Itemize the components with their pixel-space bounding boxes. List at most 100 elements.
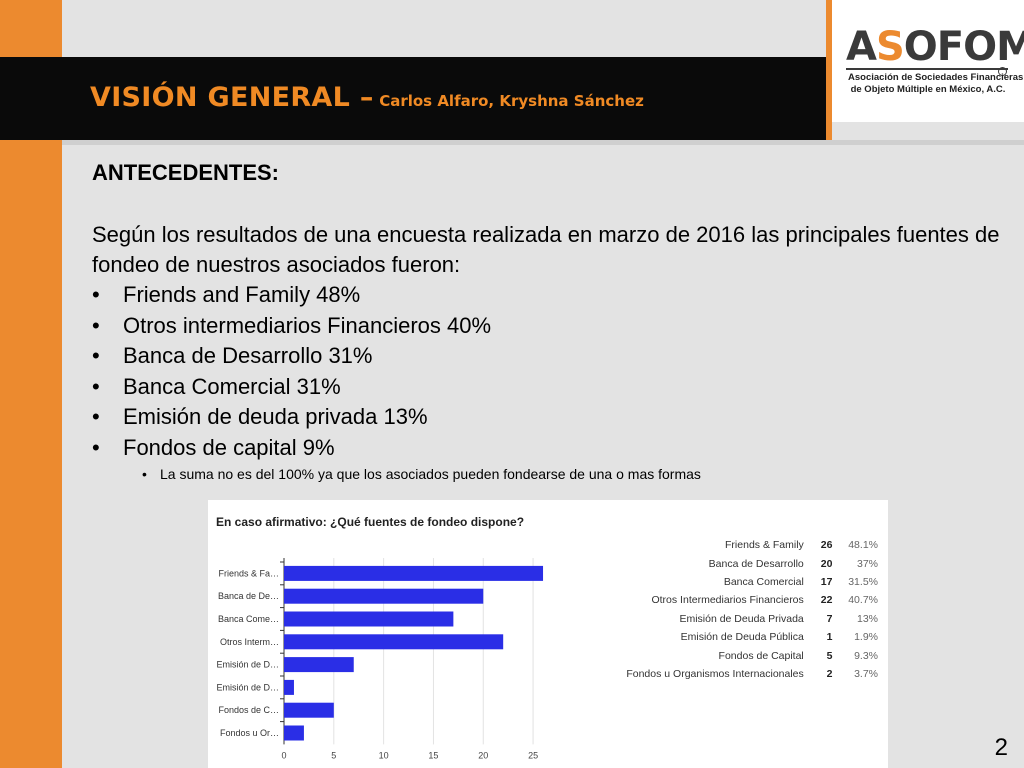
- bullet-icon: •: [92, 282, 100, 307]
- list-item: • Emisión de deuda privada 13%: [92, 402, 1022, 433]
- bar-chart: 0 5 10 15 20 25 Friends & Fa… Banca de De… Banca…: [216, 558, 544, 760]
- legend-percent: 13%: [856, 612, 878, 625]
- table-row: Friends & Family 26 48.1%: [588, 536, 878, 554]
- title-authors: Carlos Alfaro, Kryshna Sánchez: [379, 92, 644, 110]
- bar: [284, 725, 304, 741]
- category-label: Fondos de C…: [218, 705, 279, 715]
- bullet-icon: •: [92, 373, 100, 399]
- legend-label: Fondos u Organismos Internacionales: [626, 667, 804, 680]
- legend-count: 5: [826, 649, 833, 662]
- bar: [284, 588, 484, 604]
- logo-word-rest: OFOM: [903, 24, 1024, 70]
- bullet-icon: •: [92, 312, 100, 338]
- logo-underline: [846, 68, 1008, 70]
- list-item-text: Otros intermediarios Financieros 40%: [123, 312, 492, 338]
- list-item-text: Friends and Family 48%: [123, 282, 361, 307]
- slide-title: VISIÓN GENERAL – Carlos Alfaro, Kryshna …: [90, 82, 644, 113]
- list-item: • Friends and Family 48%: [92, 280, 1022, 311]
- bar: [284, 634, 504, 650]
- list-item: • Otros intermediarios Financieros 40%: [92, 311, 1022, 342]
- list-item: • Fondos de capital 9%: [92, 433, 1022, 464]
- category-label: Banca de De…: [218, 591, 279, 601]
- legend-percent: 3.7%: [854, 667, 878, 680]
- bar: [284, 565, 544, 581]
- title-bar: [0, 57, 828, 140]
- intro-paragraph: Según los resultados de una encuesta rea…: [92, 222, 1000, 277]
- x-tick-label: 25: [528, 750, 538, 760]
- legend-label: Banca Comercial: [723, 575, 804, 588]
- asofom-logo: ASOFOM Asociación de Sociedades Financie…: [832, 0, 1024, 122]
- legend-count: 17: [820, 575, 833, 588]
- bullet-icon: •: [92, 343, 100, 368]
- legend-percent: 40.7%: [848, 594, 878, 607]
- title-main: VISIÓN GENERAL –: [90, 82, 374, 113]
- logo-wordmark: ASOFOM: [846, 24, 1024, 70]
- section-heading: ANTECEDENTES:: [92, 160, 280, 185]
- legend-percent: 37%: [856, 557, 878, 570]
- legend-label: Emisión de Deuda Privada: [679, 612, 804, 625]
- table-row: Otros Intermediarios Financieros 22 40.7%: [588, 591, 878, 609]
- legend-percent: 31.5%: [848, 575, 878, 588]
- category-label: Fondos u Or…: [220, 728, 279, 738]
- bar: [284, 611, 454, 627]
- list-item-text: Banca de Desarrollo 31%: [123, 343, 373, 368]
- legend-label: Otros Intermediarios Financieros: [651, 594, 804, 607]
- category-label: Otros Interm…: [220, 637, 279, 647]
- table-row: Emisión de Deuda Privada 7 13%: [588, 610, 878, 628]
- table-row: Fondos u Organismos Internacionales 2 3.7%: [588, 665, 878, 683]
- registered-icon: [998, 67, 1007, 76]
- legend-percent: 9.3%: [854, 649, 878, 662]
- legend-count: 22: [820, 594, 833, 607]
- x-tick-label: 15: [428, 750, 438, 760]
- page-number: 2: [994, 734, 1008, 761]
- legend-label: Friends & Family: [725, 539, 804, 552]
- table-row: Fondos de Capital 5 9.3%: [588, 646, 878, 664]
- x-tick-label: 20: [478, 750, 488, 760]
- funding-sources-list: • Friends and Family 48% • Otros intermedi…: [92, 280, 1022, 463]
- legend-count: 2: [826, 667, 833, 680]
- legend-percent: 48.1%: [848, 539, 878, 552]
- logo-letter-a: A: [846, 24, 877, 70]
- legend-count: 1: [826, 631, 833, 644]
- slide-content: ANTECEDENTES: Según los resultados de un…: [92, 160, 1022, 483]
- legend-count: 7: [826, 612, 833, 625]
- list-item-text: Emisión de deuda privada 13%: [123, 404, 428, 429]
- legend-label: Banca de Desarrollo: [708, 557, 804, 570]
- legend-label: Emisión de Deuda Pública: [680, 631, 804, 644]
- logo-letter-s: S: [875, 24, 905, 70]
- legend-count: 26: [820, 539, 833, 552]
- bar: [284, 657, 354, 673]
- list-item-text: Banca Comercial 31%: [123, 373, 341, 399]
- footnote-text: La suma no es del 100% ya que los asocia…: [160, 466, 701, 482]
- chart-legend-table: Friends & Family 26 48.1% Banca de Desarrol…: [588, 536, 878, 683]
- category-label: Emisión de D…: [216, 682, 279, 692]
- table-row: Banca Comercial 17 31.5%: [588, 573, 878, 591]
- survey-chart: En caso afirmativo: ¿Qué fuentes de fond…: [208, 500, 888, 768]
- list-item: • Banca Comercial 31%: [92, 372, 1022, 403]
- bar: [284, 679, 294, 695]
- logo-line-2: de Objeto Múltiple en México, A.C.: [850, 84, 1006, 95]
- legend-count: 20: [820, 557, 833, 570]
- category-label: Friends & Fa…: [218, 568, 279, 578]
- list-item-text: Fondos de capital 9%: [123, 434, 335, 460]
- x-tick-label: 5: [331, 750, 336, 760]
- logo-stripe: [826, 0, 832, 140]
- category-label: Banca Come…: [218, 614, 279, 624]
- table-row: Emisión de Deuda Pública 1 1.9%: [588, 628, 878, 646]
- x-tick-label: 0: [281, 750, 286, 760]
- list-item: • Banca de Desarrollo 31%: [92, 341, 1022, 372]
- footnote: • La suma no es del 100% ya que los asoci…: [92, 465, 1022, 483]
- bullet-icon: •: [142, 466, 147, 482]
- x-tick-label: 10: [379, 750, 389, 760]
- legend-percent: 1.9%: [854, 631, 878, 644]
- top-band: [62, 0, 828, 57]
- bullet-icon: •: [92, 404, 100, 429]
- table-row: Banca de Desarrollo 20 37%: [588, 554, 878, 572]
- legend-label: Fondos de Capital: [718, 649, 804, 662]
- category-label: Emisión de D…: [216, 660, 279, 670]
- logo-line-1: Asociación de Sociedades Financieras: [848, 72, 1024, 83]
- bullet-icon: •: [92, 434, 100, 460]
- chart-title: En caso afirmativo: ¿Qué fuentes de fond…: [216, 515, 525, 529]
- header-divider: [62, 140, 1024, 145]
- bar: [284, 702, 334, 718]
